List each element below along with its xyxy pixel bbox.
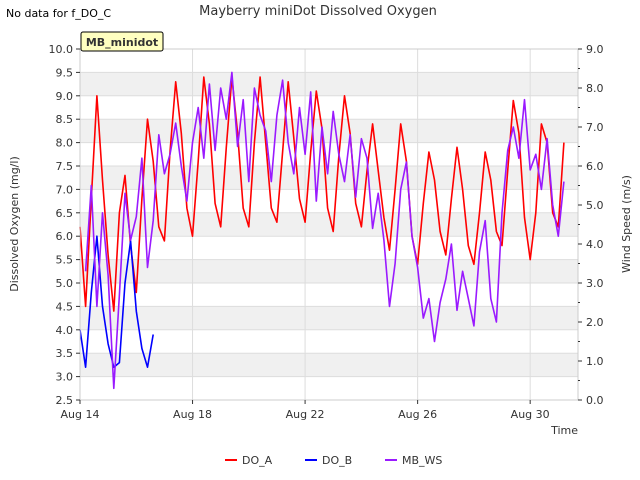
y-tick-label: 8.5 <box>56 113 74 126</box>
legend-label-do_a: DO_A <box>242 454 273 467</box>
y-tick-label: 6.0 <box>56 230 74 243</box>
legend: DO_A DO_B MB_WS <box>225 454 442 467</box>
grid-band <box>80 306 578 330</box>
y-tick-label: 3.0 <box>56 371 74 384</box>
y-tick-label: 4.5 <box>56 300 74 313</box>
y-tick-label: 6.5 <box>56 207 74 220</box>
x-tick-label: Aug 22 <box>286 408 325 421</box>
grid-band <box>80 259 578 283</box>
legend-label-do_b: DO_B <box>322 454 352 467</box>
series-line-do_b <box>79 235 154 369</box>
y-axis-label: Dissolved Oxygen (mg/l) <box>8 156 21 291</box>
y-tick-label: 3.5 <box>56 347 74 360</box>
y-tick-label: 2.5 <box>56 394 74 407</box>
y2-tick-label: 1.0 <box>586 355 604 368</box>
y-tick-label: 4.0 <box>56 324 74 337</box>
x-tick-label: Aug 30 <box>511 408 550 421</box>
y-tick-label: 5.0 <box>56 277 74 290</box>
x-axis-label: Time <box>550 424 578 437</box>
x-tick-label: Aug 14 <box>61 408 100 421</box>
legend-label-mb_ws: MB_WS <box>402 454 442 467</box>
y2-tick-label: 9.0 <box>586 43 604 56</box>
y2-tick-label: 0.0 <box>586 394 604 407</box>
y-tick-label: 7.5 <box>56 160 74 173</box>
grid-band <box>80 212 578 237</box>
y-tick-label: 10.0 <box>49 43 74 56</box>
chart-title: Mayberry miniDot Dissolved Oxygen <box>199 4 437 19</box>
x-tick-label: Aug 26 <box>398 408 437 421</box>
y2-tick-label: 2.0 <box>586 316 604 329</box>
y-tick-label: 7.0 <box>56 183 74 196</box>
y-tick-label: 9.5 <box>56 66 74 79</box>
y2-tick-label: 8.0 <box>586 82 604 95</box>
series-lines <box>79 71 565 390</box>
x-tick-label: Aug 18 <box>173 408 212 421</box>
series-line-mb_ws <box>84 71 565 390</box>
no-data-note: No data for f_DO_C <box>6 7 112 20</box>
grid-band <box>80 353 578 377</box>
badge-label: MB_minidot <box>86 36 158 49</box>
y-tick-label: 9.0 <box>56 90 74 103</box>
y2-tick-label: 6.0 <box>586 160 604 173</box>
y2-tick-label: 4.0 <box>586 238 604 251</box>
grid-band <box>80 119 578 143</box>
y2-tick-label: 7.0 <box>586 121 604 134</box>
y2-axis-label: Wind Speed (m/s) <box>620 175 633 273</box>
y2-tick-label: 5.0 <box>586 199 604 212</box>
y-tick-label: 5.5 <box>56 254 74 267</box>
badge: MB_minidot <box>80 31 164 52</box>
y-tick-label: 8.0 <box>56 137 74 150</box>
grid-band <box>80 72 578 96</box>
y2-tick-label: 3.0 <box>586 277 604 290</box>
axes: 2.5 3.0 3.5 4.0 4.5 5.0 5.5 6.0 6.5 7.0 7.5 8.0 8.5 9… <box>49 43 604 421</box>
